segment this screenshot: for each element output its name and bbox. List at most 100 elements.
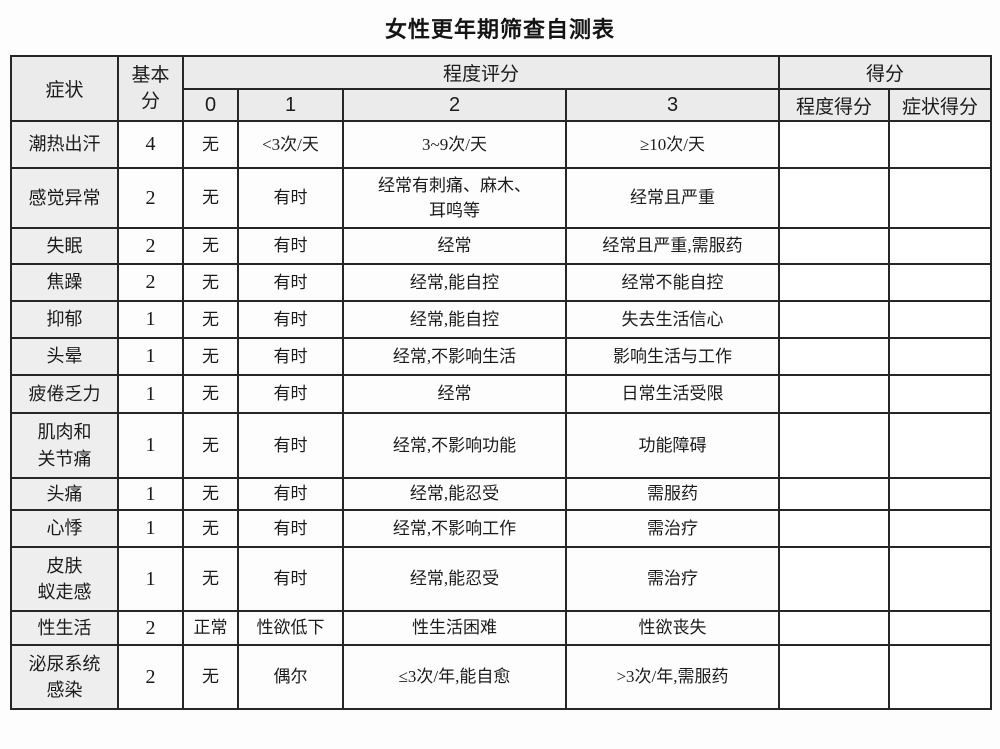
degree-1-cell: 有时: [237, 263, 344, 302]
header-row-2: 0 1 2 3 程度得分 症状得分: [11, 88, 993, 122]
symptom-cell: 头晕: [10, 337, 119, 376]
table-row: 心悸 1 无 有时 经常,不影响工作 需治疗: [10, 509, 993, 548]
degree-3-cell: 影响生活与工作: [564, 337, 781, 376]
symptom-score-blank-cell: [888, 263, 993, 302]
degree-2-cell: ≤3次/年,能自愈: [342, 644, 567, 710]
degree-3-cell: 经常且严重: [564, 167, 781, 229]
symptom-cell: 头痛: [10, 477, 119, 511]
base-score-cell: 1: [117, 300, 184, 339]
table-row: 皮肤 蚁走感 1 无 有时 经常,能忍受 需治疗: [10, 546, 993, 612]
degree-1-cell: 有时: [237, 300, 344, 339]
table-row: 泌尿系统 感染 2 无 偶尔 ≤3次/年,能自愈 >3次/年,需服药: [10, 644, 993, 710]
header-symptom: 症状: [10, 55, 119, 122]
degree-2-cell: 经常: [342, 227, 567, 265]
degree-3-cell: ≥10次/天: [564, 120, 781, 169]
base-score-cell: 2: [117, 227, 184, 265]
degree-3-cell: 需服药: [564, 477, 781, 511]
degree-0-cell: 无: [182, 546, 239, 612]
symptom-score-blank-cell: [888, 374, 993, 414]
degree-0-cell: 无: [182, 374, 239, 414]
header-row-1: 症状 基本 分 程度评分 得分: [10, 55, 993, 122]
degree-0-cell: 无: [182, 120, 239, 169]
degree-3-cell: 失去生活信心: [564, 300, 781, 339]
table-row: 头痛 1 无 有时 经常,能忍受 需服药: [10, 477, 993, 511]
base-score-cell: 2: [117, 263, 184, 302]
degree-1-cell: 有时: [237, 509, 344, 548]
table-row: 抑郁 1 无 有时 经常,能自控 失去生活信心: [10, 300, 993, 339]
table-row: 性生活 2 正常 性欲低下 性生活困难 性欲丧失: [10, 610, 993, 646]
degree-0-cell: 无: [182, 227, 239, 265]
degree-0-cell: 无: [182, 412, 239, 479]
degree-score-blank-cell: [778, 263, 891, 302]
table-row: 潮热出汗 4 无 <3次/天 3~9次/天 ≥10次/天: [10, 120, 993, 169]
base-score-cell: 1: [117, 374, 184, 414]
symptom-cell: 性生活: [10, 610, 119, 646]
base-score-cell: 1: [117, 337, 184, 376]
base-score-cell: 4: [117, 120, 184, 169]
degree-score-blank-cell: [778, 300, 891, 339]
degree-0-cell: 无: [182, 644, 239, 710]
table-row: 焦躁 2 无 有时 经常,能自控 经常不能自控: [10, 263, 993, 302]
degree-1-cell: 偶尔: [237, 644, 344, 710]
symptom-score-blank-cell: [888, 509, 993, 548]
degree-3-cell: 日常生活受限: [564, 374, 781, 414]
degree-0-cell: 无: [182, 300, 239, 339]
base-score-cell: 2: [117, 610, 184, 646]
symptom-score-blank-cell: [888, 337, 993, 376]
degree-0-cell: 无: [182, 337, 239, 376]
degree-1-cell: 有时: [237, 337, 344, 376]
degree-score-blank-cell: [778, 412, 891, 479]
degree-score-blank-cell: [778, 644, 891, 710]
symptom-cell: 泌尿系统 感染: [10, 644, 119, 710]
degree-2-cell: 经常: [342, 374, 567, 414]
symptom-score-blank-cell: [888, 477, 993, 511]
degree-2-cell: 经常,能忍受: [342, 477, 567, 511]
base-score-cell: 1: [117, 477, 184, 511]
degree-score-blank-cell: [778, 120, 891, 169]
symptom-score-blank-cell: [888, 546, 993, 612]
degree-0-cell: 无: [182, 477, 239, 511]
degree-3-cell: >3次/年,需服药: [564, 644, 781, 710]
table-row: 肌肉和 关节痛 1 无 有时 经常,不影响功能 功能障碍: [10, 412, 993, 479]
symptom-cell: 皮肤 蚁走感: [10, 546, 119, 612]
symptom-cell: 心悸: [10, 509, 119, 548]
degree-1-cell: 性欲低下: [237, 610, 344, 646]
degree-2-cell: 经常,不影响功能: [342, 412, 567, 479]
table-row: 感觉异常 2 无 有时 经常有刺痛、麻木、 耳鸣等 经常且严重: [10, 167, 993, 229]
base-score-cell: 1: [117, 509, 184, 548]
symptom-cell: 潮热出汗: [10, 120, 119, 169]
base-score-cell: 2: [117, 167, 184, 229]
degree-1-cell: <3次/天: [237, 120, 344, 169]
header-level-2: 2: [342, 88, 567, 122]
degree-3-cell: 需治疗: [564, 509, 781, 548]
degree-2-cell: 经常,不影响生活: [342, 337, 567, 376]
degree-score-blank-cell: [778, 167, 891, 229]
degree-3-cell: 性欲丧失: [564, 610, 781, 646]
symptom-cell: 感觉异常: [10, 167, 119, 229]
header-level-0: 0: [182, 88, 239, 122]
degree-3-cell: 需治疗: [564, 546, 781, 612]
symptom-score-blank-cell: [888, 227, 993, 265]
degree-2-cell: 性生活困难: [342, 610, 567, 646]
header-degree-score: 程度得分: [778, 88, 891, 122]
table-row: 头晕 1 无 有时 经常,不影响生活 影响生活与工作: [10, 337, 993, 376]
degree-0-cell: 正常: [182, 610, 239, 646]
degree-score-blank-cell: [778, 337, 891, 376]
symptom-score-blank-cell: [888, 300, 993, 339]
degree-score-blank-cell: [778, 509, 891, 548]
degree-2-cell: 经常,能自控: [342, 300, 567, 339]
self-test-table: 症状 基本 分 程度评分 得分 0 1 2 3 程度得分 症状得分 潮热出汗 4…: [10, 55, 993, 710]
symptom-score-blank-cell: [888, 120, 993, 169]
symptom-score-blank-cell: [888, 610, 993, 646]
degree-score-blank-cell: [778, 374, 891, 414]
table-body: 潮热出汗 4 无 <3次/天 3~9次/天 ≥10次/天 感觉异常 2 无 有时…: [10, 120, 993, 710]
header-symptom-score: 症状得分: [888, 88, 993, 122]
table-row: 失眠 2 无 有时 经常 经常且严重,需服药: [10, 227, 993, 265]
degree-score-blank-cell: [778, 227, 891, 265]
degree-2-cell: 经常,能自控: [342, 263, 567, 302]
base-score-cell: 1: [117, 546, 184, 612]
degree-1-cell: 有时: [237, 477, 344, 511]
page-title: 女性更年期筛查自测表: [384, 17, 615, 42]
degree-1-cell: 有时: [237, 546, 344, 612]
degree-1-cell: 有时: [237, 167, 344, 229]
